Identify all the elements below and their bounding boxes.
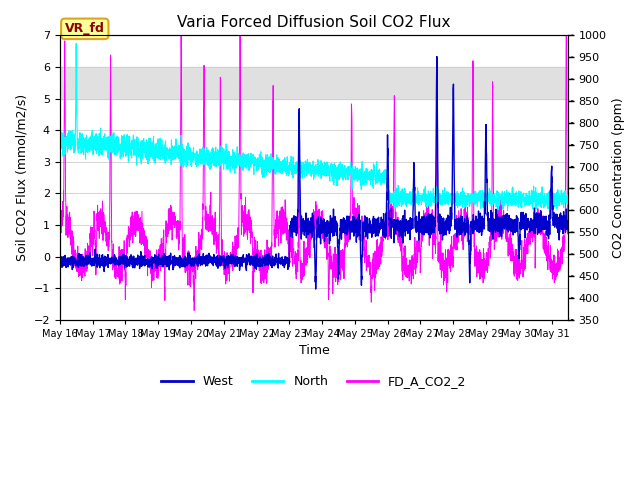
Y-axis label: Soil CO2 Flux (mmol/m2/s): Soil CO2 Flux (mmol/m2/s) bbox=[15, 94, 28, 261]
Legend: West, North, FD_A_CO2_2: West, North, FD_A_CO2_2 bbox=[156, 370, 472, 393]
Bar bbox=[60, 67, 568, 98]
X-axis label: Time: Time bbox=[298, 344, 329, 357]
Title: Varia Forced Diffusion Soil CO2 Flux: Varia Forced Diffusion Soil CO2 Flux bbox=[177, 15, 451, 30]
Text: VR_fd: VR_fd bbox=[65, 23, 105, 36]
Y-axis label: CO2 Concentration (ppm): CO2 Concentration (ppm) bbox=[612, 97, 625, 258]
